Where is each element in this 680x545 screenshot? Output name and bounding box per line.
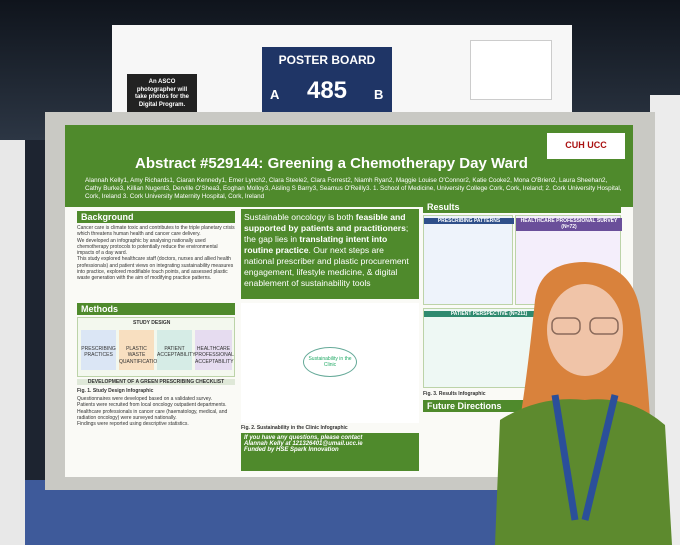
step: HEALTHCARE PROFESSIONAL ACCEPTABILITY [195,330,234,370]
study-design: STUDY DESIGN PRESCRIBING PRACTICES PLAST… [77,317,235,377]
text: . Our next steps are national prescriber… [244,245,409,288]
contact-line: If you have any questions, please contac… [244,435,363,441]
logo: CUH UCC [547,133,625,159]
board-number: 485 [306,77,348,104]
dress [495,399,672,545]
highlight: Sustainable oncology is both feasible an… [241,209,419,299]
patterns-panel: PRESCRIBING PATTERNS [423,215,514,305]
glasses [551,317,581,335]
board-label: POSTER BOARD [278,53,376,67]
board-a: A [270,87,280,102]
bullet: Patients were recruited from local oncol… [77,402,227,409]
text: ; the gap lies in [244,223,409,244]
design-title: STUDY DESIGN [133,320,171,326]
background-bullets: Cancer care is climate toxic and contrib… [77,225,235,281]
bullet: Cancer care is climate toxic and contrib… [77,225,235,238]
clinic-center: Sustainability in the Clinic [303,347,357,377]
lanyard [551,394,619,521]
contact: If you have any questions, please contac… [241,433,419,471]
bullet: Questionnaires were developed based on a… [77,396,212,402]
step: PRESCRIBING PRACTICES [81,330,116,370]
photo-note: An ASCO photographer will take photos fo… [127,74,197,118]
section-heading: Background [77,211,235,223]
checklist: DEVELOPMENT OF A GREEN PRESCRIBING CHECK… [77,379,235,386]
section-heading: Methods [77,303,235,315]
poster-authors: Alannah Kelly1, Amy Richards1, Ciaran Ke… [85,177,622,200]
section-heading: Results [423,201,621,213]
step: PLASTIC WASTE QUANTIFICATION [119,330,161,370]
text: Sustainable oncology is both [244,212,356,222]
board-b: B [374,87,384,102]
contact-line: Funded by HSE Spark Innovation [244,447,339,453]
text: translating intent into routine practice [244,234,388,255]
paper [470,40,552,100]
panel-title: PATIENT PERSPECTIVE (N=211) [424,311,554,318]
bullet: This study explored healthcare staff (do… [77,256,234,281]
caption: Fig. 2. Sustainability in the Clinic Inf… [241,425,348,431]
side-panel [0,140,25,545]
methods-bullets: Questionnaires were developed based on a… [77,396,235,427]
bullet: Healthcare professionals in cancer care … [77,408,228,421]
glasses [589,317,619,335]
face [547,284,623,376]
step: PATIENT ACCEPTABILITY [157,330,196,370]
text: feasible and supported by patients and p… [244,212,406,233]
poster-header [65,125,633,207]
caption: Fig. 1. Study Design Infographic [77,388,154,394]
clinic-infographic: Sustainability in the Clinic [241,303,419,423]
contact-line: Alannah Kelly at 121326401@umail.ucc.ie [244,441,363,447]
board-sign: POSTER BOARD A 485 B [262,47,392,121]
caption: Fig. 3. Results Infographic [423,391,486,397]
bullet: Findings were reported using descriptive… [77,421,189,427]
poster-title: Abstract #529144: Greening a Chemotherap… [135,155,528,172]
panel-title: HEALTHCARE PROFESSIONAL SURVEY (N=72) [516,218,622,231]
bullet: We developed an infographic by analysing… [77,237,218,257]
panel-title: PRESCRIBING PATTERNS [424,218,514,225]
